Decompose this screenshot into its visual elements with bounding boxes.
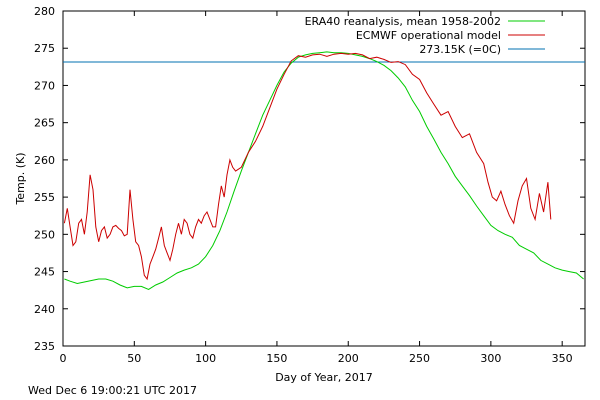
x-tick-label: 100 bbox=[195, 352, 216, 365]
series-line-1 bbox=[63, 52, 552, 281]
series-line-0 bbox=[64, 51, 584, 290]
legend-label-1: ECMWF operational model bbox=[356, 29, 501, 42]
x-tick-label: 300 bbox=[480, 352, 501, 365]
y-tick-label: 265 bbox=[34, 117, 55, 130]
x-tick-label: 150 bbox=[266, 352, 287, 365]
y-axis-label: Temp. (K) bbox=[14, 152, 27, 205]
x-tick-label: 50 bbox=[127, 352, 141, 365]
y-tick-label: 275 bbox=[34, 42, 55, 55]
y-tick-label: 245 bbox=[34, 266, 55, 279]
y-tick-label: 260 bbox=[34, 154, 55, 167]
x-tick-label: 350 bbox=[552, 352, 573, 365]
legend-label-2: 273.15K (=0C) bbox=[419, 43, 501, 56]
y-tick-label: 250 bbox=[34, 228, 55, 241]
plot-frame bbox=[62, 10, 586, 347]
legend-label-0: ERA40 reanalysis, mean 1958-2002 bbox=[305, 15, 501, 28]
timestamp-footer: Wed Dec 6 19:00:21 UTC 2017 bbox=[28, 384, 197, 397]
y-tick-label: 235 bbox=[34, 340, 55, 353]
x-axis-label: Day of Year, 2017 bbox=[275, 371, 373, 384]
x-tick-label: 250 bbox=[409, 352, 430, 365]
y-tick-label: 240 bbox=[34, 303, 55, 316]
x-tick-label: 200 bbox=[338, 352, 359, 365]
y-tick-label: 280 bbox=[34, 5, 55, 18]
y-tick-label: 255 bbox=[34, 191, 55, 204]
y-tick-label: 270 bbox=[34, 79, 55, 92]
x-tick-label: 0 bbox=[60, 352, 67, 365]
